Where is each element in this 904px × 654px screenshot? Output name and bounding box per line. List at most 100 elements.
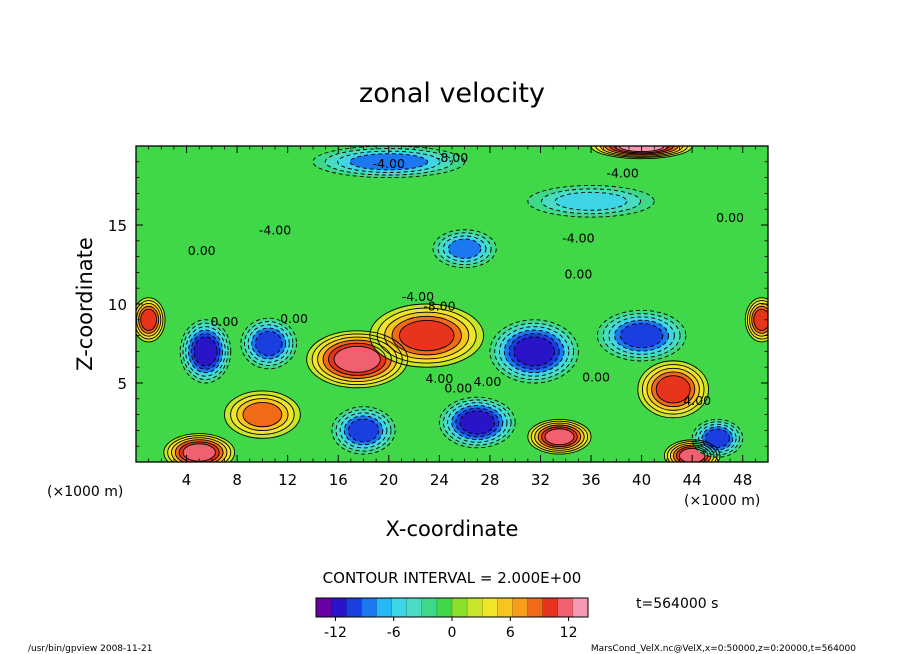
contour-label: -4.00 (562, 230, 594, 245)
colorbar-swatch (331, 598, 347, 617)
contour-line (349, 153, 429, 171)
contour-line (646, 367, 700, 411)
x-tick-label: 40 (632, 471, 651, 489)
contour-line (178, 441, 220, 462)
contour-line (749, 302, 768, 337)
time-label: t=564000 s (636, 596, 718, 612)
field-level (459, 410, 495, 435)
colorbar-swatch (391, 598, 408, 617)
contour-line (324, 148, 453, 176)
contour-label: 0.00 (280, 311, 308, 326)
contour-line (530, 420, 589, 453)
colorbar-swatch (452, 598, 468, 617)
contour-line (554, 191, 628, 211)
y-tick-label: 5 (117, 375, 127, 393)
contour-line (614, 319, 670, 352)
contour-line (753, 308, 768, 331)
contour-label: -4.00 (606, 166, 638, 181)
colorbar-swatch (557, 598, 574, 617)
contour-line (322, 339, 392, 379)
contour-line (503, 329, 565, 374)
contour-line (451, 404, 504, 441)
y-tick-label: 10 (108, 296, 127, 314)
contour-line (312, 146, 466, 179)
contour-line (328, 342, 387, 376)
contour-line (136, 300, 164, 340)
plot-area: -8.00-4.00-4.000.00-4.00-4.000.000.00-4.… (135, 145, 769, 463)
y-axis-label: Z-coordinate (73, 237, 97, 371)
contour-line (537, 424, 582, 449)
contour-line (455, 407, 500, 438)
contour-line (541, 188, 641, 215)
contour-line (459, 410, 496, 435)
field-level (399, 320, 455, 351)
field-level (555, 192, 627, 211)
contour-line (306, 330, 409, 389)
contour-line (240, 317, 297, 370)
contour-line (163, 433, 236, 462)
contour-label: 0.00 (211, 314, 239, 329)
contour-line (691, 418, 744, 458)
colorbar-swatch (497, 598, 513, 617)
contour-line (704, 428, 731, 448)
footer-right: MarsCond_VelX.nc@VelX,x=0:50000,z=0:2000… (591, 644, 856, 654)
contour-line (641, 364, 705, 415)
contour-line (442, 235, 487, 262)
contour-line (247, 324, 290, 363)
field-level (193, 336, 218, 366)
contour-line (744, 297, 768, 343)
contour-line (447, 238, 482, 259)
contour-line (432, 229, 497, 269)
jet-minimum (439, 397, 516, 448)
colorbar-tick-label: -12 (324, 625, 347, 641)
contour-line (438, 396, 516, 449)
contour-line (678, 447, 706, 462)
colorbar-swatch (346, 598, 362, 617)
contour-line (384, 311, 470, 360)
contour-line (751, 305, 768, 334)
contour-line (527, 185, 655, 218)
contour-label: -8.00 (436, 150, 468, 165)
y-axis: 5 10 15 (108, 161, 768, 447)
contour-line (140, 308, 157, 331)
contour-line (230, 394, 295, 435)
contour-line (331, 406, 396, 455)
contour-line (376, 307, 477, 364)
contour-line (489, 319, 579, 384)
x-tick-label: 8 (232, 471, 242, 489)
contour-label: -4.00 (259, 222, 291, 237)
contour-line (254, 330, 283, 357)
field-level (448, 238, 481, 259)
contour-line (513, 336, 555, 367)
jet-minimum (180, 319, 231, 383)
x-tick-label: 36 (581, 471, 600, 489)
colorbar-swatch (542, 598, 559, 617)
x-tick-label: 28 (480, 471, 499, 489)
contour-line (746, 300, 768, 340)
y-tick-label: 15 (108, 217, 127, 235)
x-tick-label: 20 (379, 471, 398, 489)
field-level (544, 428, 574, 445)
contour-line (174, 439, 224, 462)
contour-line (193, 336, 218, 367)
contour-line (669, 442, 715, 462)
x-tick-label: 12 (278, 471, 297, 489)
contour-label: 4.00 (473, 374, 501, 389)
colorbar-swatch (376, 598, 393, 617)
contour-label: 0.00 (188, 243, 216, 258)
colorbar-swatch (482, 598, 498, 617)
contour-label: 4.00 (425, 371, 453, 386)
field-level (334, 346, 381, 373)
x-tick-label: 32 (531, 471, 550, 489)
contour-line (171, 437, 228, 462)
contour-line (167, 435, 232, 462)
colorbar: -12 -6 0 6 12 (315, 597, 589, 641)
contour-line (333, 345, 381, 373)
contour-line (499, 326, 570, 377)
contour-line (619, 323, 664, 349)
contour-line (608, 316, 675, 355)
contour-line (391, 315, 462, 356)
colorbar-swatch (436, 598, 453, 617)
contour-line (188, 329, 224, 374)
contour-label: 0.00 (564, 267, 592, 282)
